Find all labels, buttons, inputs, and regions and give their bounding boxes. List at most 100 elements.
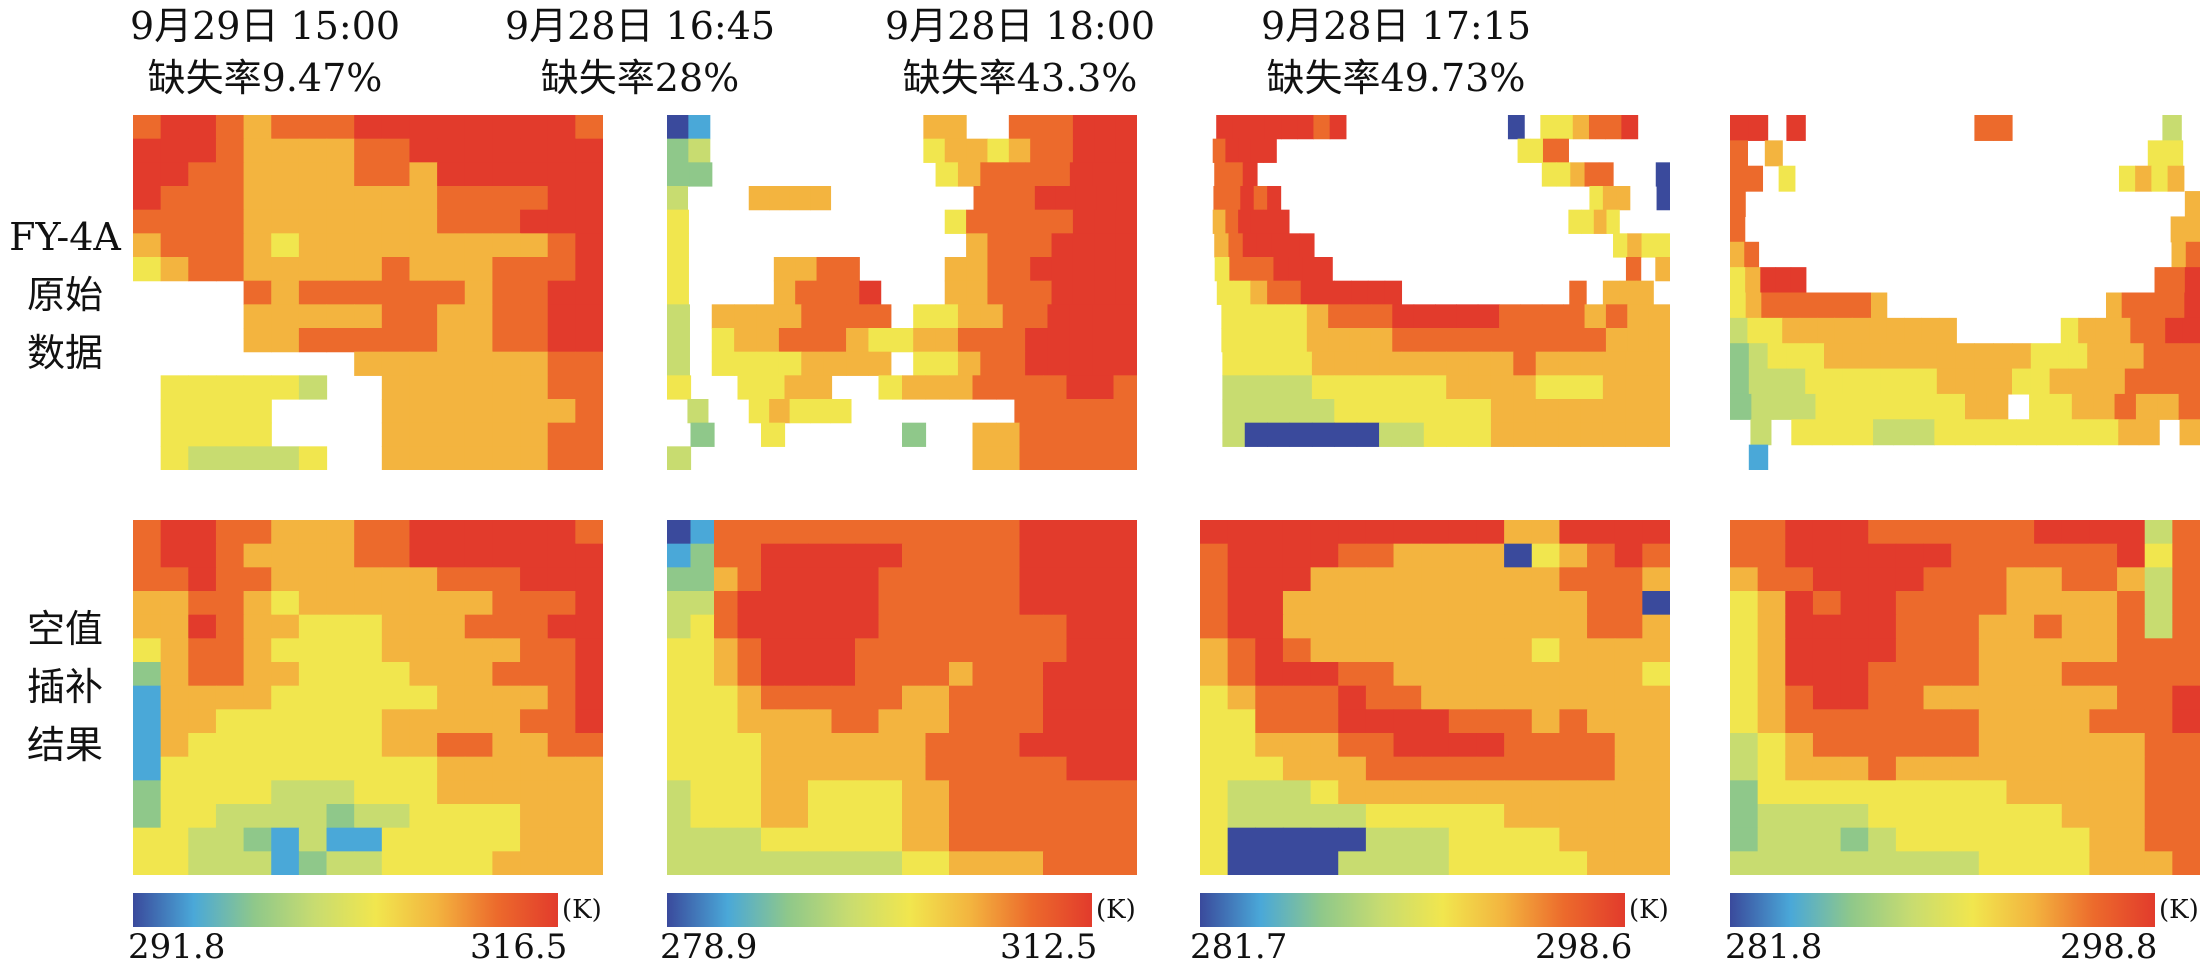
heatmap-cell bbox=[1647, 351, 1670, 376]
heatmap-cell bbox=[215, 446, 245, 470]
heatmap-cell bbox=[1730, 756, 1759, 781]
heatmap-cell bbox=[1748, 115, 1769, 141]
heatmap-cell bbox=[878, 614, 903, 639]
heatmap-cell bbox=[1094, 257, 1117, 282]
heatmap-cell bbox=[810, 399, 832, 424]
heatmap-cell bbox=[1993, 343, 2013, 370]
heatmap-cell bbox=[980, 328, 1004, 353]
heatmap-cell bbox=[215, 209, 245, 234]
heatmap-cell bbox=[271, 138, 300, 163]
heatmap-cell bbox=[2144, 756, 2173, 781]
heatmap-cell bbox=[1785, 567, 1814, 592]
heatmap-cell bbox=[409, 375, 438, 400]
heatmap-cell bbox=[831, 709, 856, 734]
heatmap-cell bbox=[2117, 543, 2146, 568]
heatmap-cell bbox=[690, 638, 715, 663]
heatmap-cell bbox=[243, 804, 272, 829]
heatmap-cell bbox=[773, 257, 796, 282]
heatmap-cell bbox=[1066, 375, 1091, 400]
heatmap-cell bbox=[1421, 567, 1450, 592]
heatmap-cell bbox=[1393, 780, 1422, 805]
heatmap-cell bbox=[520, 138, 549, 163]
heatmap-cell bbox=[1114, 328, 1137, 353]
heatmap-cell bbox=[761, 851, 786, 875]
heatmap-cell bbox=[761, 709, 786, 734]
heatmap-cell bbox=[1531, 709, 1561, 734]
heatmap-cell bbox=[2034, 780, 2063, 805]
heatmap-cell bbox=[1619, 280, 1638, 305]
heatmap-cell bbox=[1504, 780, 1533, 805]
heatmap-cell bbox=[1895, 685, 1925, 710]
heatmap-cell bbox=[1448, 827, 1478, 852]
heatmap-cell bbox=[808, 756, 833, 781]
heatmap-cell bbox=[520, 375, 549, 400]
heatmap-cell bbox=[160, 685, 189, 710]
heatmap-cell bbox=[1338, 827, 1367, 852]
heatmap-cell bbox=[1868, 638, 1897, 663]
heatmap-cell bbox=[1785, 827, 1814, 852]
heatmap-cell bbox=[464, 804, 494, 829]
heatmap-cell bbox=[492, 520, 521, 545]
heatmap-cell bbox=[980, 304, 1004, 329]
heatmap-cell bbox=[326, 115, 355, 140]
heatmap-cell bbox=[831, 685, 856, 710]
heatmap-cell bbox=[1923, 520, 1952, 545]
heatmap-cell bbox=[1785, 851, 1814, 875]
heatmap-cell bbox=[215, 685, 245, 710]
heatmap-cell bbox=[271, 186, 300, 211]
heatmap-cell bbox=[381, 567, 411, 592]
heatmap-cell bbox=[1817, 317, 1836, 344]
heatmap-cell bbox=[831, 756, 856, 781]
heatmap-cell bbox=[492, 446, 521, 470]
heatmap-cell bbox=[902, 662, 927, 687]
heatmap-cell bbox=[1115, 257, 1137, 282]
heatmap-cell bbox=[1840, 567, 1869, 592]
heatmap-cell bbox=[944, 209, 967, 234]
heatmap-cell bbox=[1840, 685, 1869, 710]
heatmap-cell bbox=[925, 804, 950, 829]
heatmap-cell bbox=[1043, 638, 1068, 663]
heatmap-cell bbox=[1030, 115, 1053, 140]
heatmap-cell bbox=[2181, 343, 2200, 370]
heatmap-cell bbox=[1043, 567, 1068, 592]
heatmap-cell bbox=[756, 304, 780, 329]
heatmap-cell bbox=[1840, 780, 1869, 805]
heatmap-cell bbox=[381, 446, 411, 470]
heatmap-cell bbox=[2144, 827, 2173, 852]
heatmap-cell bbox=[2157, 393, 2180, 420]
heatmap-cell bbox=[1256, 233, 1272, 258]
heatmap-cell bbox=[2061, 520, 2091, 545]
heatmap-cell bbox=[761, 685, 786, 710]
heatmap-cell bbox=[243, 614, 272, 639]
heatmap-cell bbox=[464, 756, 494, 781]
heatmap-cell bbox=[1025, 304, 1049, 329]
heatmap-cell bbox=[464, 280, 494, 305]
heatmap-cell bbox=[1365, 851, 1395, 875]
heatmap-cell bbox=[133, 186, 162, 211]
heatmap-cell bbox=[902, 520, 927, 545]
heatmap-cell bbox=[1421, 614, 1450, 639]
heatmap-cell bbox=[1923, 567, 1952, 592]
heatmap-cell bbox=[133, 543, 162, 568]
heatmap-cell bbox=[1066, 733, 1091, 758]
heatmap-cell bbox=[1757, 780, 1786, 805]
heatmap-cell bbox=[1055, 186, 1077, 211]
heatmap-cell bbox=[996, 685, 1021, 710]
heatmap-cell bbox=[2036, 419, 2058, 446]
column-missing-rate: 缺失率9.47% bbox=[147, 56, 383, 100]
heatmap-imputed-col3 bbox=[1200, 520, 1670, 875]
heatmap-cell bbox=[1581, 209, 1595, 234]
heatmap-cell bbox=[2049, 343, 2069, 370]
heatmap-cell bbox=[381, 257, 411, 282]
heatmap-cell bbox=[972, 520, 997, 545]
heatmap-cell bbox=[1255, 804, 1284, 829]
heatmap-cell bbox=[215, 756, 245, 781]
heatmap-cell bbox=[2184, 267, 2200, 294]
heatmap-cell bbox=[1746, 165, 1764, 192]
heatmap-cell bbox=[2153, 292, 2170, 319]
heatmap-cell bbox=[808, 780, 833, 805]
heatmap-cell bbox=[271, 375, 300, 400]
heatmap-cell bbox=[2114, 393, 2137, 420]
heatmap-cell bbox=[1066, 591, 1091, 616]
heatmap-cell bbox=[996, 851, 1021, 875]
